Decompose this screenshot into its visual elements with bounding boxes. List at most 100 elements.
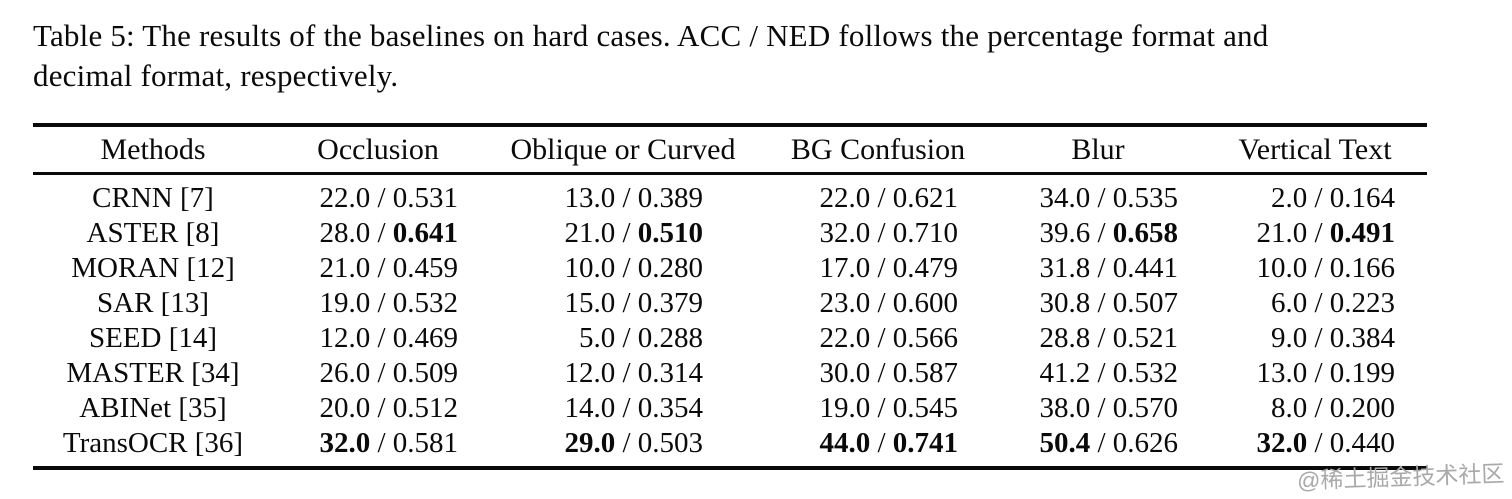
acc-value: 22.0 xyxy=(819,322,871,354)
ned-value: 0.200 xyxy=(1329,392,1395,424)
table-top-rule xyxy=(33,123,1427,127)
ned-value: 0.641 xyxy=(392,217,458,249)
acc-value: 5.0 xyxy=(578,322,616,354)
acc-value: 21.0 xyxy=(564,217,616,249)
acc-ned-value: 34.0 / 0.535 xyxy=(1018,182,1178,215)
acc-ned-value: 13.0 / 0.199 xyxy=(1235,357,1395,390)
ned-value: 0.469 xyxy=(392,322,458,354)
method-cell: ASTER [8] xyxy=(86,217,220,249)
result-cell: 41.2 / 0.532 xyxy=(993,357,1203,390)
acc-ned-value: 22.0 / 0.566 xyxy=(798,322,958,355)
ned-value: 0.223 xyxy=(1329,287,1395,319)
slash-separator: / xyxy=(870,217,893,249)
acc-ned-value: 50.4 / 0.626 xyxy=(1018,427,1178,460)
slash-separator: / xyxy=(870,357,893,389)
acc-ned-value: 32.0 / 0.581 xyxy=(298,427,458,460)
ned-value: 0.600 xyxy=(892,287,958,319)
acc-ned-value: 19.0 / 0.532 xyxy=(298,287,458,320)
ned-value: 0.710 xyxy=(892,217,958,249)
slash-separator: / xyxy=(1090,217,1113,249)
slash-separator: / xyxy=(1090,357,1113,389)
ned-value: 0.164 xyxy=(1329,182,1395,214)
table-row: ASTER [8] 28.0 / 0.641 21.0 / 0.510 32.0 / … xyxy=(33,216,1427,251)
ned-value: 0.587 xyxy=(892,357,958,389)
slash-separator: / xyxy=(370,287,393,319)
caption-line-2: decimal format, respectively. xyxy=(33,58,399,93)
ned-value: 0.532 xyxy=(1112,357,1178,389)
result-cell: 10.0 / 0.280 xyxy=(483,252,763,285)
results-table: Methods Occlusion Oblique or Curved BG Conf… xyxy=(33,123,1427,470)
acc-value: 9.0 xyxy=(1270,322,1308,354)
acc-value: 13.0 xyxy=(1256,357,1308,389)
acc-ned-value: 15.0 / 0.379 xyxy=(543,287,703,320)
column-header-vertical-text: Vertical Text xyxy=(1238,132,1392,166)
slash-separator: / xyxy=(370,357,393,389)
result-cell: 13.0 / 0.389 xyxy=(483,182,763,215)
acc-ned-value: 19.0 / 0.545 xyxy=(798,392,958,425)
acc-ned-value: 6.0 / 0.223 xyxy=(1235,287,1395,320)
slash-separator: / xyxy=(870,392,893,424)
watermark: @稀土掘金技术社区 xyxy=(1296,460,1505,494)
ned-value: 0.581 xyxy=(392,427,458,459)
acc-value: 32.0 xyxy=(1256,427,1308,459)
result-cell: 44.0 / 0.741 xyxy=(763,427,993,460)
acc-value: 32.0 xyxy=(319,427,371,459)
acc-ned-value: 21.0 / 0.459 xyxy=(298,252,458,285)
table-header-rule xyxy=(33,172,1427,175)
result-cell: 8.0 / 0.200 xyxy=(1203,392,1427,425)
method-cell: TransOCR [36] xyxy=(62,427,244,459)
slash-separator: / xyxy=(370,182,393,214)
ned-value: 0.510 xyxy=(637,217,703,249)
acc-ned-value: 26.0 / 0.509 xyxy=(298,357,458,390)
acc-ned-value: 17.0 / 0.479 xyxy=(798,252,958,285)
acc-value: 20.0 xyxy=(319,392,371,424)
acc-value: 28.0 xyxy=(319,217,371,249)
acc-value: 6.0 xyxy=(1270,287,1308,319)
method-cell: MASTER [34] xyxy=(66,357,240,389)
result-cell: 22.0 / 0.621 xyxy=(763,182,993,215)
result-cell: 21.0 / 0.491 xyxy=(1203,217,1427,250)
table-header-row: Methods Occlusion Oblique or Curved BG Conf… xyxy=(33,127,1427,172)
acc-ned-value: 29.0 / 0.503 xyxy=(543,427,703,460)
ned-value: 0.479 xyxy=(892,252,958,284)
slash-separator: / xyxy=(1307,217,1330,249)
result-cell: 32.0 / 0.581 xyxy=(273,427,483,460)
acc-ned-value: 30.0 / 0.587 xyxy=(798,357,958,390)
acc-value: 30.8 xyxy=(1039,287,1091,319)
ned-value: 0.354 xyxy=(637,392,703,424)
result-cell: 13.0 / 0.199 xyxy=(1203,357,1427,390)
table-row: MASTER [34] 26.0 / 0.509 12.0 / 0.314 30.0 … xyxy=(33,356,1427,391)
ned-value: 0.658 xyxy=(1112,217,1178,249)
result-cell: 28.8 / 0.521 xyxy=(993,322,1203,355)
ned-value: 0.441 xyxy=(1112,252,1178,284)
method-cell: SAR [13] xyxy=(97,287,209,319)
acc-ned-value: 22.0 / 0.531 xyxy=(298,182,458,215)
acc-value: 38.0 xyxy=(1039,392,1091,424)
acc-value: 22.0 xyxy=(319,182,371,214)
table-bottom-rule xyxy=(33,466,1427,470)
ned-value: 0.570 xyxy=(1112,392,1178,424)
slash-separator: / xyxy=(1307,252,1330,284)
column-header-bg-confusion: BG Confusion xyxy=(790,132,966,166)
acc-value: 13.0 xyxy=(564,182,616,214)
column-header-methods: Methods xyxy=(100,132,206,166)
ned-value: 0.199 xyxy=(1329,357,1395,389)
acc-ned-value: 38.0 / 0.570 xyxy=(1018,392,1178,425)
result-cell: 30.0 / 0.587 xyxy=(763,357,993,390)
result-cell: 9.0 / 0.384 xyxy=(1203,322,1427,355)
slash-separator: / xyxy=(615,287,638,319)
acc-value: 15.0 xyxy=(564,287,616,319)
ned-value: 0.531 xyxy=(392,182,458,214)
ned-value: 0.288 xyxy=(637,322,703,354)
result-cell: 26.0 / 0.509 xyxy=(273,357,483,390)
ned-value: 0.389 xyxy=(637,182,703,214)
result-cell: 5.0 / 0.288 xyxy=(483,322,763,355)
slash-separator: / xyxy=(870,182,893,214)
result-cell: 32.0 / 0.440 xyxy=(1203,427,1427,460)
slash-separator: / xyxy=(615,182,638,214)
slash-separator: / xyxy=(1090,427,1113,459)
slash-separator: / xyxy=(370,392,393,424)
table-row: SEED [14] 12.0 / 0.469 5.0 / 0.288 22.0 / 0… xyxy=(33,321,1427,356)
acc-value: 21.0 xyxy=(1256,217,1308,249)
acc-ned-value: 30.8 / 0.507 xyxy=(1018,287,1178,320)
